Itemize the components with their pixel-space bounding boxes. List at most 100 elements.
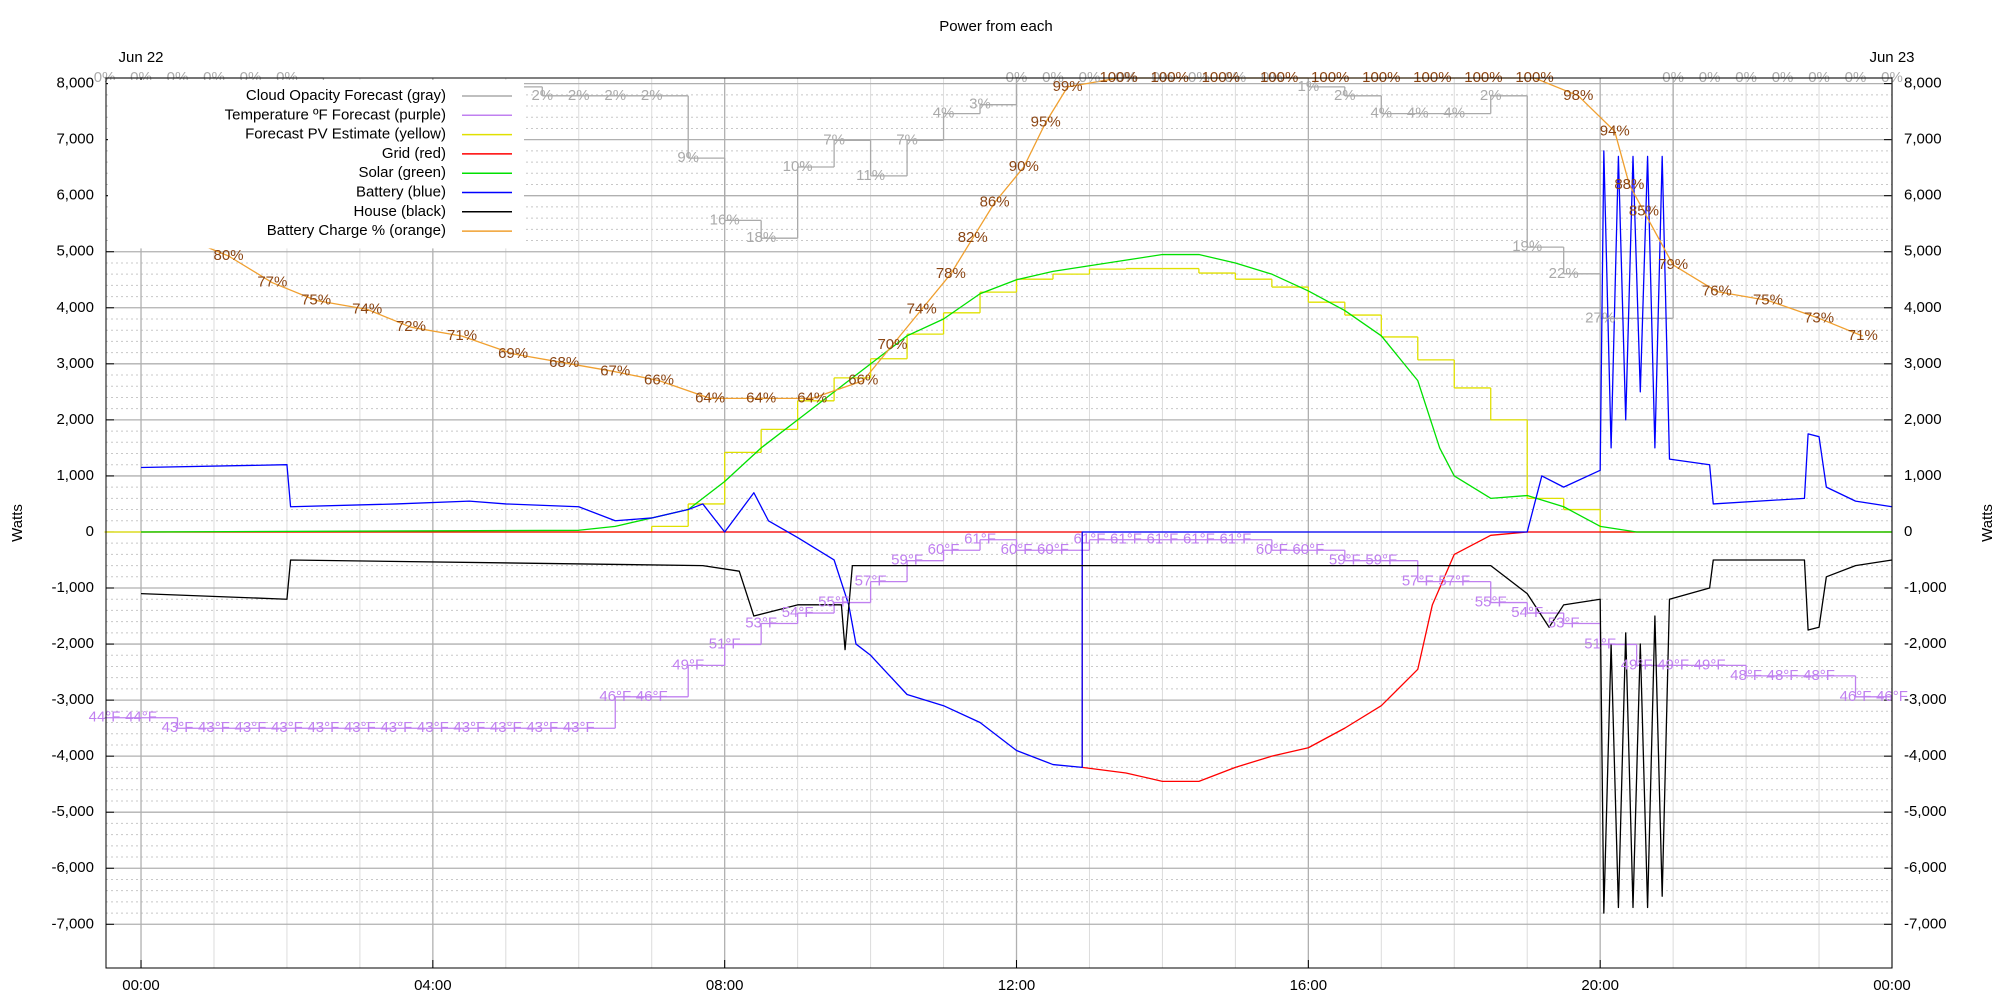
data-label: 18% [746,229,776,246]
data-label: 95% [1031,113,1061,130]
x-tick-label: 16:00 [1290,977,1328,994]
legend-label: Solar (green) [358,164,446,181]
legend-label: Forecast PV Estimate (yellow) [245,126,446,143]
data-label: 16% [710,211,740,228]
data-label: 100% [1362,69,1400,86]
y-tick-label: 6,000 [56,187,94,204]
data-label: 61°F [1146,531,1178,548]
data-label: 79% [1658,256,1688,273]
y2-tick-label: 2,000 [1904,411,1942,428]
y-tick-label: -5,000 [51,803,94,820]
legend-label: Temperature ºF Forecast (purple) [225,106,446,123]
data-label: 43°F [563,719,595,736]
data-label: 90% [1009,158,1039,175]
data-label: 49°F [1657,656,1689,673]
data-label: 57°F [855,573,887,590]
data-label: 0% [1808,69,1830,86]
series-line [141,531,1892,783]
y2-tick-label: -7,000 [1904,915,1947,932]
data-label: 43°F [198,719,230,736]
data-label: 27% [1585,309,1615,326]
data-label: 86% [980,194,1010,211]
data-label: 43°F [417,719,449,736]
y2-tick-label: 5,000 [1904,243,1942,260]
data-label: 100% [1260,69,1298,86]
data-label: 61°F [1110,531,1142,548]
y-tick-label: -7,000 [51,915,94,932]
legend-label: Battery Charge % (orange) [267,222,446,239]
x-tick-label: 00:00 [1873,977,1911,994]
data-label: 2% [568,87,590,104]
data-label: 60°F [1292,541,1324,558]
data-label: 44°F [89,709,121,726]
data-label: 69% [498,345,528,362]
data-label: 43°F [344,719,376,736]
data-label: 98% [1563,87,1593,104]
y-tick-label: 5,000 [56,243,94,260]
y2-tick-label: 3,000 [1904,355,1942,372]
y2-tick-label: 0 [1904,523,1912,540]
data-label: 70% [877,336,907,353]
data-label: 80% [214,247,244,264]
data-label: 60°F [1256,541,1288,558]
data-label: 4% [1407,105,1429,122]
data-label: 46°F [599,688,631,705]
data-label: 0% [1735,69,1757,86]
x2-tick-label: Jun 23 [1869,49,1914,66]
data-label: 64% [695,389,725,406]
data-label: 0% [1079,69,1101,86]
y2-tick-label: 4,000 [1904,299,1942,316]
data-label: 9% [677,149,699,166]
y-tick-label: -4,000 [51,747,94,764]
data-label: 19% [1512,238,1542,255]
data-label: 22% [1549,265,1579,282]
data-label: 57°F [1402,573,1434,590]
data-label: 55°F [818,594,850,611]
data-label: 82% [958,229,988,246]
data-label: 43°F [307,719,339,736]
y2-tick-label: 1,000 [1904,467,1942,484]
y-tick-label: 2,000 [56,411,94,428]
data-label: 7% [823,131,845,148]
data-label: 54°F [782,604,814,621]
y2-axis-label: Watts [1979,504,1996,542]
data-label: 100% [1515,69,1553,86]
data-label: 2% [531,87,553,104]
data-label: 7% [896,131,918,148]
y2-tick-label: 8,000 [1904,75,1942,92]
y-tick-label: -6,000 [51,859,94,876]
legend-background [108,80,524,249]
data-label: 64% [746,389,776,406]
x-tick-label: 12:00 [998,977,1036,994]
data-label: 100% [1464,69,1502,86]
y2-tick-label: -4,000 [1904,747,1947,764]
data-label: 66% [644,372,674,389]
data-label: 100% [1099,69,1137,86]
data-label: 48°F [1803,667,1835,684]
data-label: 99% [1053,78,1083,95]
data-label: 78% [936,265,966,282]
legend: Cloud Opacity Forecast (gray) Temperature… [108,80,524,249]
series-line [141,150,1893,769]
data-label: 2% [604,87,626,104]
data-label: 43°F [271,719,303,736]
y-tick-label: 3,000 [56,355,94,372]
data-label: 75% [1753,291,1783,308]
y-tick-label: -3,000 [51,691,94,708]
data-label: 72% [396,318,426,335]
data-label: 94% [1600,122,1630,139]
data-label: 2% [641,87,663,104]
data-label: 75% [301,291,331,308]
data-label: 43°F [490,719,522,736]
data-label: 71% [1848,327,1878,344]
data-label: 2% [1334,87,1356,104]
series-line [140,77,1864,400]
data-label: 57°F [1438,573,1470,590]
data-label: 49°F [1621,656,1653,673]
data-label: 48°F [1730,667,1762,684]
data-label: 59°F [1329,552,1361,569]
data-label: 68% [549,354,579,371]
y-tick-label: 8,000 [56,75,94,92]
